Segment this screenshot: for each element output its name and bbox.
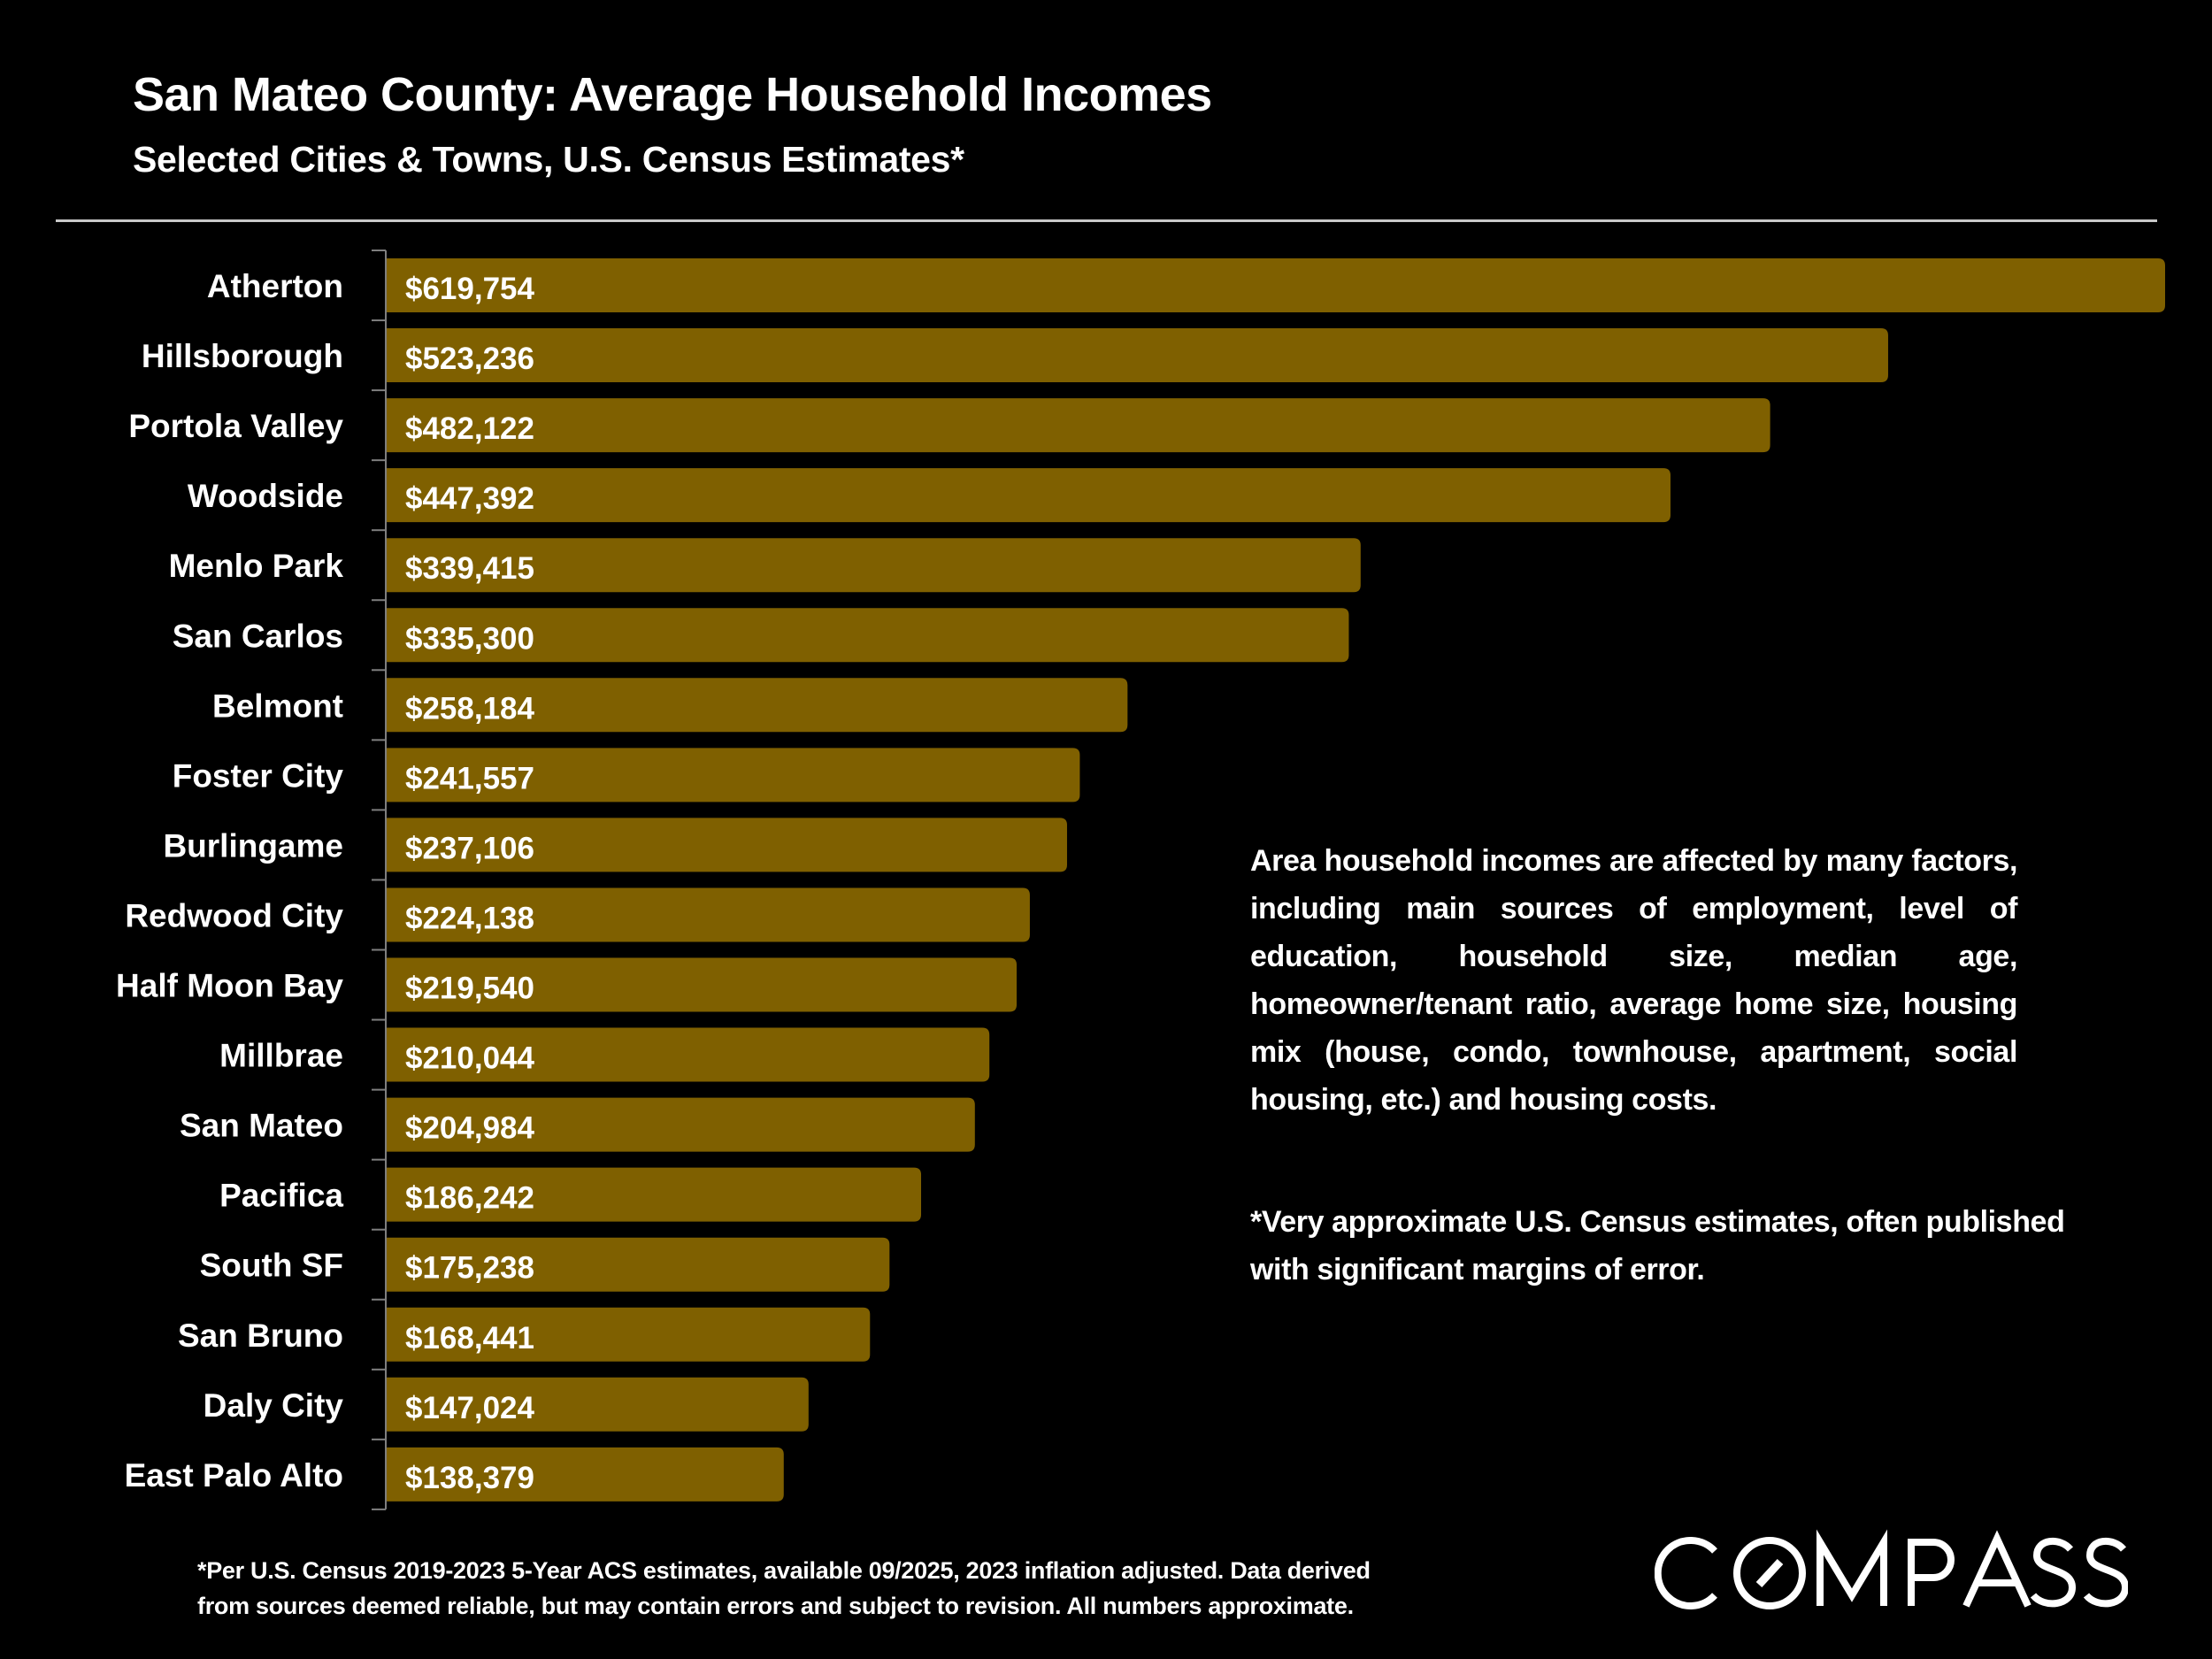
- value-label: $339,415: [405, 551, 534, 586]
- category-label: San Mateo: [180, 1108, 343, 1144]
- labels-group: Atherton $619,754 Hillsborough $523,236 Port…: [116, 268, 534, 1495]
- value-label: $219,540: [405, 972, 534, 1006]
- value-label: $147,024: [405, 1391, 535, 1425]
- title-divider: [56, 219, 2157, 222]
- bar-menlo-park: [387, 538, 1361, 593]
- category-label: Portola Valley: [128, 408, 343, 444]
- notes-paragraph-disclaimer: *Very approximate U.S. Census estimates,…: [1250, 1205, 2065, 1286]
- compass-logo-mark: [1655, 1529, 2128, 1609]
- value-label: $619,754: [405, 272, 535, 306]
- chart-title: San Mateo County: Average Household Inco…: [133, 68, 1212, 121]
- logo-o-slash: [1755, 1558, 1784, 1588]
- category-label: South SF: [200, 1248, 343, 1284]
- bar-daly-city: [387, 1377, 809, 1432]
- bar-half-moon-bay: [387, 957, 1018, 1012]
- bar-san-bruno: [387, 1307, 871, 1362]
- category-label: Hillsborough: [142, 338, 343, 374]
- category-label: Foster City: [173, 757, 344, 794]
- logo-letter-p: [1908, 1539, 1955, 1606]
- logo-letter-s-2: [2083, 1538, 2128, 1608]
- value-label: $241,557: [405, 761, 534, 795]
- value-label: $224,138: [405, 901, 534, 935]
- bar-millbrae: [387, 1027, 990, 1082]
- logo-letter-c: [1655, 1537, 1717, 1609]
- compass-logo: [1655, 1529, 2128, 1609]
- bar-foster-city: [387, 748, 1080, 803]
- bars-group: [387, 258, 2165, 1502]
- value-label: $138,379: [405, 1461, 534, 1495]
- category-label: San Carlos: [173, 618, 343, 654]
- category-label: Menlo Park: [169, 548, 344, 584]
- category-label: Millbrae: [219, 1038, 343, 1074]
- source-footnote-line-1: *Per U.S. Census 2019-2023 5-Year ACS es…: [197, 1557, 1371, 1584]
- source-footnote-line-2: from sources deemed reliable, but may co…: [197, 1593, 1354, 1619]
- bar-burlingame: [387, 818, 1067, 872]
- category-label: Burlingame: [163, 827, 343, 864]
- value-label: $335,300: [405, 621, 534, 656]
- value-label: $523,236: [405, 342, 534, 376]
- bar-san-mateo: [387, 1097, 975, 1152]
- bar-woodside: [387, 468, 1671, 523]
- value-label: $258,184: [405, 691, 535, 726]
- bar-south-sf: [387, 1237, 890, 1292]
- value-label: $237,106: [405, 831, 534, 865]
- value-label: $210,044: [405, 1041, 535, 1076]
- bar-san-carlos: [387, 608, 1349, 663]
- category-axis: [372, 250, 387, 1510]
- category-label: Atherton: [207, 268, 343, 304]
- compass-o-slash-icon: [1733, 1537, 1806, 1609]
- bar-belmont: [387, 678, 1128, 733]
- category-label: Daly City: [204, 1387, 344, 1424]
- category-label: Pacifica: [219, 1178, 343, 1214]
- value-label: $168,441: [405, 1321, 534, 1356]
- category-label: Redwood City: [125, 897, 343, 933]
- logo-letter-s-1: [2030, 1538, 2077, 1608]
- bar-pacifica: [387, 1167, 922, 1222]
- bar-hillsborough: [387, 328, 1888, 383]
- value-label: $447,392: [405, 481, 534, 516]
- chart-subtitle: Selected Cities & Towns, U.S. Census Est…: [133, 139, 964, 180]
- logo-letter-m: [1816, 1529, 1887, 1606]
- category-label: Belmont: [212, 687, 343, 724]
- source-footnote: *Per U.S. Census 2019-2023 5-Year ACS es…: [197, 1553, 1604, 1624]
- notes-paragraph-factors: Area household incomes are affected by m…: [1250, 844, 2017, 1117]
- value-label: $482,122: [405, 411, 534, 446]
- category-label: San Bruno: [178, 1317, 343, 1354]
- value-label: $175,238: [405, 1251, 534, 1286]
- bar-atherton: [387, 258, 2165, 312]
- category-label: East Palo Alto: [125, 1457, 343, 1494]
- category-label: Half Moon Bay: [116, 968, 343, 1004]
- value-label: $204,984: [405, 1111, 535, 1146]
- bar-portola-valley: [387, 398, 1770, 453]
- bar-redwood-city: [387, 887, 1030, 942]
- logo-letter-a: [1962, 1530, 2032, 1608]
- category-label: Woodside: [188, 478, 343, 514]
- bar-east-palo-alto: [387, 1447, 784, 1502]
- value-label: $186,242: [405, 1181, 534, 1216]
